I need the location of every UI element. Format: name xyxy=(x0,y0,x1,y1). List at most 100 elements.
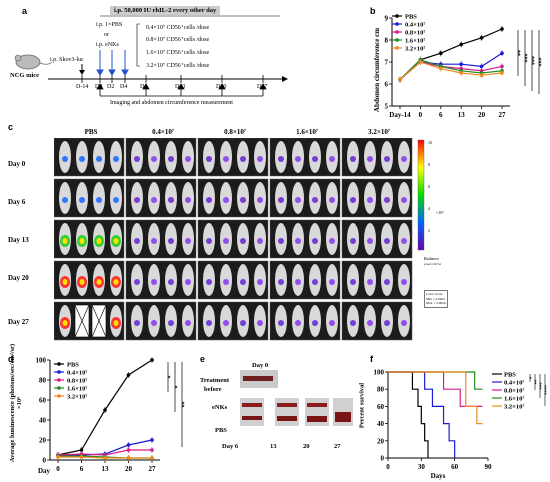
sig-label: *** xyxy=(525,54,531,63)
survival-curve-1 xyxy=(388,371,456,458)
luminescence-signal xyxy=(206,238,212,244)
luminescence-signal xyxy=(329,238,335,244)
luminescence-signal xyxy=(278,156,284,162)
y-tick-label: 0 xyxy=(381,455,385,463)
luminescence-signal xyxy=(240,156,246,162)
luminescence-signal xyxy=(350,197,356,203)
data-point xyxy=(103,456,107,460)
panel-c-scale-tick-1: 8 xyxy=(428,162,430,167)
legend-marker xyxy=(57,386,61,390)
panel-a-header: i.p. 50,000 IU rhIL-2 every other day xyxy=(110,6,221,15)
legend-label: 3.2×10⁷ xyxy=(67,394,87,401)
data-point xyxy=(150,358,154,362)
luminescence-signal xyxy=(240,197,246,203)
scale-note-1: Min = 2.00e5 xyxy=(426,296,445,301)
panel-a-mice: NCG mice xyxy=(10,72,40,79)
luminescence-signal xyxy=(278,197,284,203)
luminescence-signal xyxy=(151,238,157,244)
y-tick-label: 40 xyxy=(377,420,385,428)
y-tick-label: 5 xyxy=(385,103,389,111)
sig-label: **** xyxy=(545,385,550,396)
data-point xyxy=(150,438,154,442)
luminescence-signal xyxy=(312,156,318,162)
panel-c-col-4: 3.2×10⁷ xyxy=(368,128,390,136)
legend-marker xyxy=(395,30,399,34)
legend-label: 0.8×10⁷ xyxy=(405,30,425,37)
luminescence-signal xyxy=(401,238,407,244)
legend-label: PBS xyxy=(67,362,79,369)
sig-label: *** xyxy=(539,58,545,67)
luminescence-signal xyxy=(79,156,85,162)
luminescence-signal xyxy=(134,320,140,326)
luminescence-core xyxy=(113,238,119,244)
luminescence-signal xyxy=(79,197,85,203)
luminescence-signal xyxy=(168,238,174,244)
x-tick-label: 0 xyxy=(56,465,60,473)
luminescence-signal xyxy=(367,320,373,326)
legend-label: PBS xyxy=(504,372,516,379)
luminescence-signal xyxy=(384,279,390,285)
x-tick-label: 20 xyxy=(125,465,133,473)
panel-a-label: a xyxy=(22,6,28,16)
luminescence-signal xyxy=(113,197,119,203)
luminescence-signal xyxy=(257,320,263,326)
data-point xyxy=(150,448,154,452)
luminescence-signal xyxy=(401,320,407,326)
panel-d-ylabel: Average luminescence (photons/sec/cm²/sr… xyxy=(9,343,23,463)
luminescence-signal xyxy=(206,320,212,326)
y-tick-label: 6 xyxy=(385,81,389,89)
legend-label: PBS xyxy=(405,14,417,21)
luminescence-signal xyxy=(350,320,356,326)
luminescence-core xyxy=(113,279,119,285)
scale-note-2: Max = 2.00e6 xyxy=(426,301,446,305)
sig-label: ** xyxy=(518,50,524,56)
panel-b-label: b xyxy=(370,6,376,16)
y-tick-label: 0 xyxy=(43,457,47,465)
luminescence-signal xyxy=(329,156,335,162)
panel-f-chart: 0 20 40 60 80 100 0 30 60 90 Days PBS0.4×10⁷0.8×10⁷… xyxy=(374,369,550,481)
luminescence-signal xyxy=(185,156,191,162)
dead-mouse-cross xyxy=(74,304,90,338)
y-tick-label: 80 xyxy=(377,386,385,394)
data-point xyxy=(479,36,484,40)
luminescence-signal xyxy=(240,238,246,244)
legend-marker xyxy=(57,378,61,382)
luminescence-signal xyxy=(223,197,229,203)
luminescence-signal xyxy=(168,320,174,326)
panel-c-scale-title: Radiance xyxy=(424,256,439,261)
x-tick-label: 27 xyxy=(499,111,507,119)
survival-curve-2 xyxy=(388,371,483,408)
legend-label: 0.4×10⁷ xyxy=(67,370,87,377)
data-point xyxy=(126,373,131,377)
data-point xyxy=(126,443,131,447)
x-tick-label: 90 xyxy=(485,463,493,471)
luminescence-signal xyxy=(384,156,390,162)
panel-a-timeline xyxy=(14,15,288,97)
panel-e-tubes xyxy=(240,370,353,426)
luminescence-signal xyxy=(295,320,301,326)
survival-curve-0 xyxy=(388,371,429,458)
panel-a-day-0: D-14 xyxy=(76,84,89,90)
y-tick-label: 60 xyxy=(377,403,385,411)
luminescence-signal xyxy=(257,197,263,203)
panel-e-day-2: 20 xyxy=(303,443,310,450)
legend-marker xyxy=(395,38,399,42)
data-point xyxy=(500,64,504,69)
legend-label: 3.2×10⁷ xyxy=(405,46,425,53)
y-tick-label: 100 xyxy=(374,369,385,377)
x-tick-label: 13 xyxy=(458,111,466,119)
panel-a-group2: i.p. eNKs xyxy=(96,42,119,48)
y-tick-label: 60 xyxy=(39,397,47,405)
panel-c-row-2: Day 13 xyxy=(8,236,29,244)
sig-label: ** xyxy=(182,402,188,408)
panel-a-tumor: i.p. Skov3-luc xyxy=(50,57,84,63)
luminescence-signal xyxy=(312,320,318,326)
x-tick-label: 30 xyxy=(418,463,426,471)
luminescence-signal xyxy=(384,197,390,203)
data-point xyxy=(500,27,504,31)
luminescence-signal xyxy=(367,156,373,162)
data-point xyxy=(398,77,402,82)
series-line-4 xyxy=(399,61,503,81)
y-tick-label: 40 xyxy=(39,417,47,425)
luminescence-signal xyxy=(257,238,263,244)
